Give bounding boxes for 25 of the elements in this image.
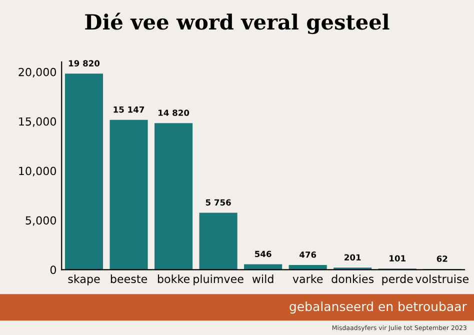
y-tick-label: 15,000 bbox=[19, 117, 56, 127]
x-tick-label: pluimvee bbox=[194, 274, 244, 286]
y-tick-label: 20,000 bbox=[18, 68, 56, 78]
data-label: 19 820 bbox=[68, 60, 100, 66]
data-label: 201 bbox=[344, 254, 361, 261]
data-label: 14 820 bbox=[158, 110, 190, 116]
data-label: 101 bbox=[390, 255, 406, 262]
y-tick-label: 0 bbox=[50, 266, 56, 274]
x-tick-label: wild bbox=[252, 274, 274, 284]
x-tick-label: volstruise bbox=[416, 274, 469, 284]
x-tick-label: varke bbox=[292, 274, 323, 284]
data-label: 476 bbox=[300, 252, 316, 258]
y-tick-label: 10,000 bbox=[19, 166, 56, 176]
data-label: 62 bbox=[436, 256, 448, 262]
x-tick-label: perde bbox=[382, 274, 413, 286]
x-tick-label: skape bbox=[68, 274, 100, 286]
data-label: 15 147 bbox=[114, 106, 144, 113]
y-tick-label: 5,000 bbox=[26, 216, 56, 226]
text: gebalanseerd en betroubaar bbox=[290, 301, 467, 314]
data-label: 546 bbox=[255, 250, 272, 258]
chart-title: Dié vee word veral gesteel bbox=[85, 12, 390, 34]
x-tick-label: donkies bbox=[332, 274, 374, 284]
x-tick-label: beeste bbox=[110, 274, 148, 284]
data-label: 5 756 bbox=[206, 199, 231, 206]
x-tick-label: bokke bbox=[158, 274, 190, 284]
